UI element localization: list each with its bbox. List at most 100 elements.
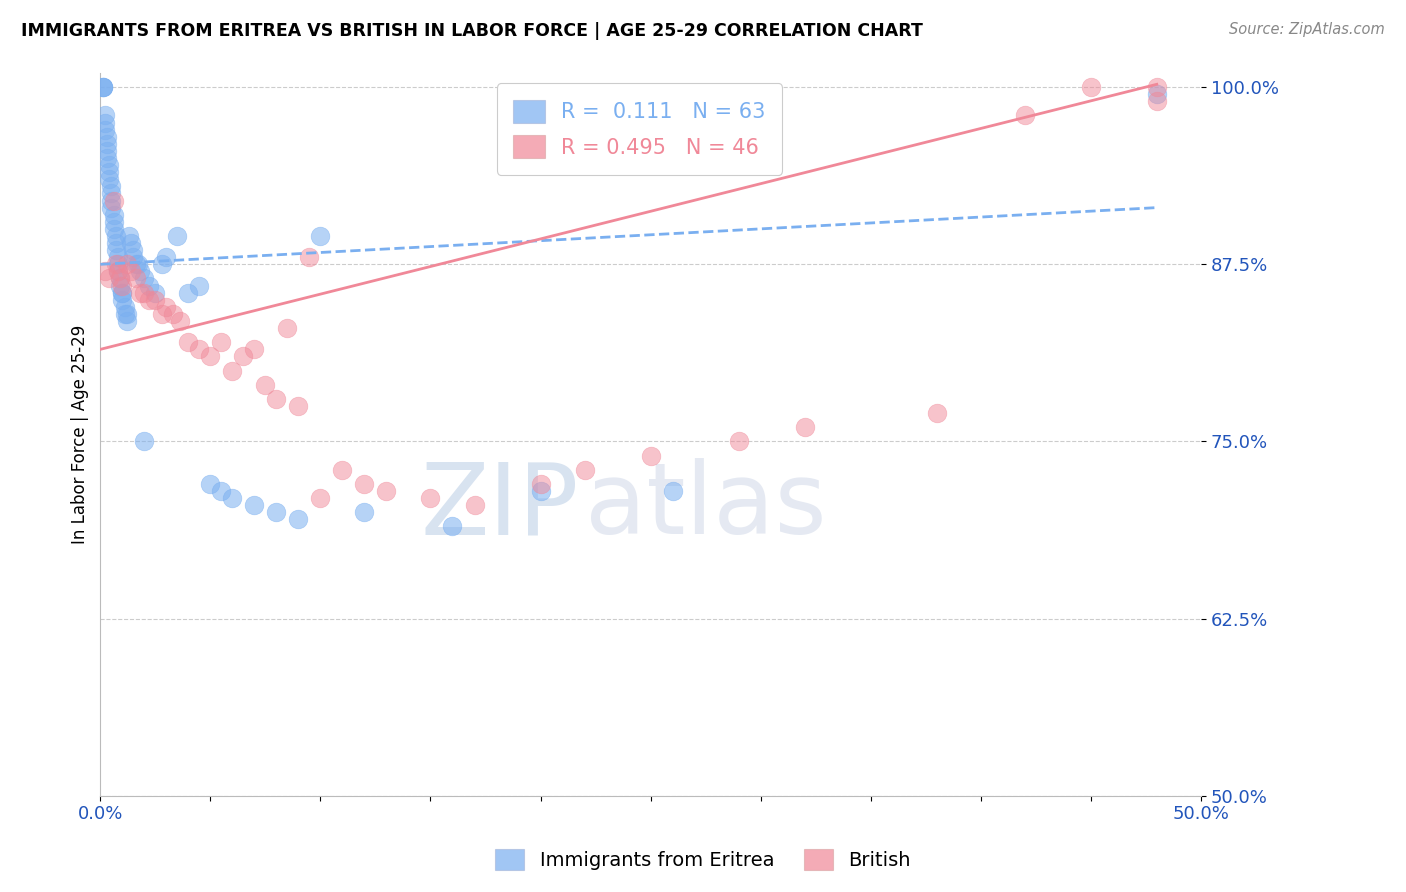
- Point: [103, 208, 125, 222]
- Text: IMMIGRANTS FROM ERITREA VS BRITISH IN LABOR FORCE | AGE 25-29 CORRELATION CHART: IMMIGRANTS FROM ERITREA VS BRITISH IN LA…: [21, 22, 922, 40]
- Point: [145, 285, 167, 300]
- Point: [120, 264, 142, 278]
- Point: [145, 293, 167, 307]
- Point: [287, 399, 309, 413]
- Point: [124, 257, 146, 271]
- Point: [111, 285, 134, 300]
- Point: [100, 201, 122, 215]
- Point: [177, 335, 200, 350]
- Point: [114, 307, 136, 321]
- Point: [266, 392, 288, 406]
- Point: [91, 80, 114, 95]
- Point: [107, 264, 129, 278]
- Point: [96, 151, 118, 165]
- Point: [150, 257, 173, 271]
- Point: [1146, 95, 1168, 109]
- Point: [108, 278, 131, 293]
- Point: [1080, 80, 1102, 95]
- Point: [108, 271, 131, 285]
- Point: [91, 80, 114, 95]
- Point: [94, 264, 117, 278]
- Point: [1146, 87, 1168, 102]
- Point: [298, 250, 321, 264]
- Point: [254, 377, 277, 392]
- Point: [200, 350, 222, 364]
- Point: [129, 264, 152, 278]
- Point: [529, 477, 551, 491]
- Point: [155, 250, 177, 264]
- Point: [138, 278, 160, 293]
- Point: [96, 136, 118, 151]
- Point: [94, 115, 117, 129]
- Text: ZIP: ZIP: [420, 458, 579, 555]
- Point: [98, 172, 121, 186]
- Point: [115, 307, 138, 321]
- Point: [793, 420, 815, 434]
- Point: [266, 505, 288, 519]
- Point: [138, 293, 160, 307]
- Point: [103, 194, 125, 208]
- Point: [243, 498, 266, 512]
- Point: [661, 484, 683, 499]
- Point: [209, 335, 232, 350]
- Point: [243, 343, 266, 357]
- Point: [209, 484, 232, 499]
- Point: [134, 271, 156, 285]
- Point: [134, 285, 156, 300]
- Point: [104, 243, 127, 257]
- Point: [332, 463, 354, 477]
- Point: [96, 144, 118, 158]
- Point: [232, 350, 254, 364]
- Point: [574, 463, 596, 477]
- Point: [122, 250, 145, 264]
- Point: [200, 477, 222, 491]
- Point: [98, 165, 121, 179]
- Point: [529, 484, 551, 499]
- Point: [134, 434, 156, 449]
- Point: [107, 257, 129, 271]
- Point: [166, 229, 188, 244]
- Point: [188, 278, 211, 293]
- Point: [108, 271, 131, 285]
- Point: [104, 229, 127, 244]
- Legend: Immigrants from Eritrea, British: Immigrants from Eritrea, British: [488, 841, 918, 878]
- Point: [111, 293, 134, 307]
- Point: [104, 257, 127, 271]
- Y-axis label: In Labor Force | Age 25-29: In Labor Force | Age 25-29: [72, 325, 89, 544]
- Point: [221, 491, 243, 505]
- Point: [114, 300, 136, 314]
- Point: [118, 229, 141, 244]
- Point: [103, 222, 125, 236]
- Point: [94, 108, 117, 122]
- Text: atlas: atlas: [585, 458, 827, 555]
- Point: [91, 80, 114, 95]
- Point: [463, 498, 485, 512]
- Point: [100, 186, 122, 201]
- Text: Source: ZipAtlas.com: Source: ZipAtlas.com: [1229, 22, 1385, 37]
- Point: [353, 505, 375, 519]
- Point: [169, 314, 191, 328]
- Point: [727, 434, 749, 449]
- Point: [375, 484, 398, 499]
- Point: [309, 229, 332, 244]
- Point: [188, 343, 211, 357]
- Point: [309, 491, 332, 505]
- Point: [441, 519, 464, 533]
- Point: [127, 257, 149, 271]
- Point: [120, 235, 142, 250]
- Point: [100, 179, 122, 194]
- Point: [98, 158, 121, 172]
- Point: [94, 122, 117, 136]
- Point: [177, 285, 200, 300]
- Point: [107, 264, 129, 278]
- Point: [150, 307, 173, 321]
- Point: [129, 285, 152, 300]
- Point: [124, 271, 146, 285]
- Point: [115, 257, 138, 271]
- Point: [103, 215, 125, 229]
- Point: [221, 363, 243, 377]
- Point: [640, 449, 662, 463]
- Point: [107, 250, 129, 264]
- Point: [98, 271, 121, 285]
- Point: [96, 129, 118, 144]
